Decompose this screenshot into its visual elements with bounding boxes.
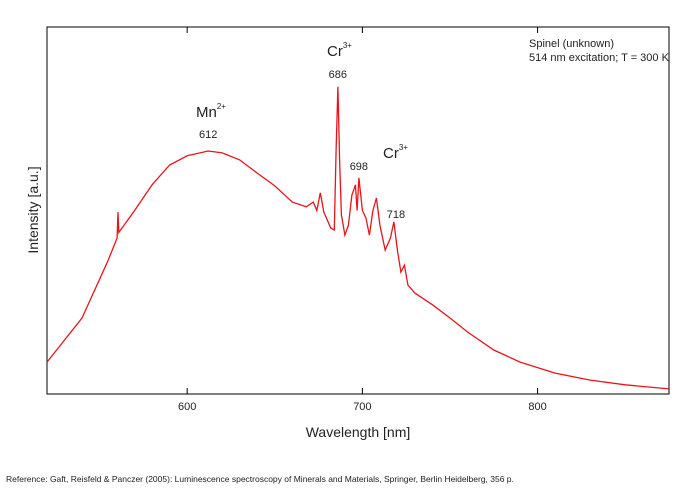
info-line: Spinel (unknown) bbox=[529, 38, 614, 50]
spectrum-line bbox=[46, 86, 670, 390]
x-tick-label: 600 bbox=[178, 401, 196, 413]
peak-label: 612 bbox=[199, 129, 217, 141]
x-tick-label: 800 bbox=[528, 401, 546, 413]
charge: 2+ bbox=[217, 102, 226, 111]
ion-label: Mn2+ bbox=[196, 102, 226, 121]
peak-label: 686 bbox=[329, 69, 347, 81]
ion-label: Cr3+ bbox=[327, 41, 352, 60]
peak-label: 718 bbox=[387, 209, 405, 221]
ion: Mn bbox=[196, 104, 217, 121]
charge: 3+ bbox=[399, 143, 408, 152]
info-line: 514 nm excitation; T = 300 K bbox=[529, 52, 670, 64]
peak-label: 698 bbox=[350, 161, 368, 173]
ion: Cr bbox=[383, 145, 399, 162]
ion-label: Cr3+ bbox=[383, 143, 408, 162]
x-axis-label: Wavelength [nm] bbox=[306, 424, 411, 440]
ion: Cr bbox=[327, 43, 343, 60]
charge: 3+ bbox=[343, 41, 352, 50]
y-axis-label: Intensity [a.u.] bbox=[25, 166, 41, 253]
footer: Reference: Gaft, Reisfeld & Panczer (200… bbox=[6, 474, 514, 484]
x-tick-label: 700 bbox=[353, 401, 371, 413]
plot-frame bbox=[46, 26, 670, 395]
